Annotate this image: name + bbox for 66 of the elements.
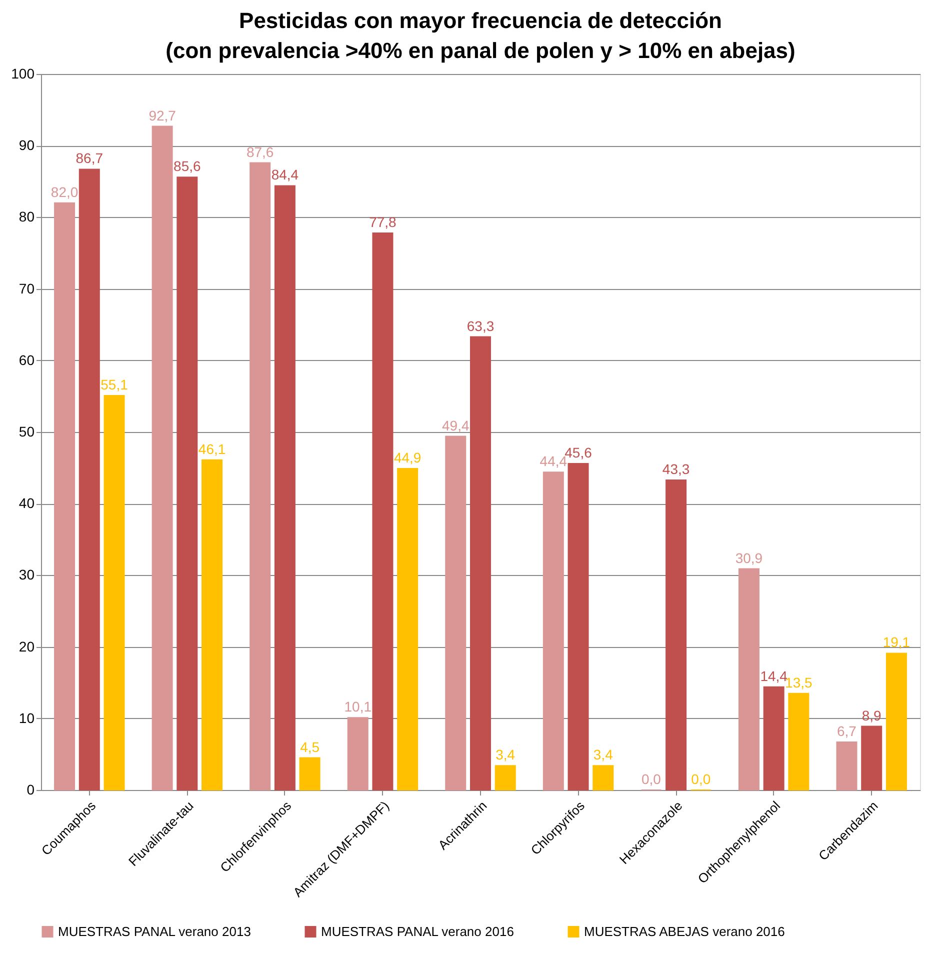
bar bbox=[176, 176, 198, 790]
data-label: 49,4 bbox=[442, 417, 470, 434]
data-label: 45,6 bbox=[564, 444, 592, 461]
bar bbox=[78, 168, 100, 790]
bar bbox=[250, 162, 271, 790]
bar bbox=[666, 479, 687, 790]
data-label: 0,0 bbox=[691, 771, 711, 787]
bar bbox=[347, 717, 368, 790]
bar bbox=[299, 757, 320, 790]
bar bbox=[788, 692, 810, 790]
data-label: 46,1 bbox=[198, 440, 226, 457]
bar bbox=[542, 472, 564, 790]
data-label: 63,3 bbox=[466, 318, 494, 334]
chart-title: Pesticidas con mayor frecuencia de detección bbox=[239, 8, 722, 33]
y-tick-label: 40 bbox=[18, 495, 35, 512]
data-label: 3,4 bbox=[496, 746, 516, 763]
data-label: 19,1 bbox=[882, 634, 910, 650]
bar bbox=[202, 459, 223, 790]
bar bbox=[152, 126, 173, 790]
data-label: 30,9 bbox=[735, 550, 763, 566]
bar bbox=[494, 765, 516, 790]
bar bbox=[738, 568, 760, 790]
data-label: 84,4 bbox=[271, 166, 299, 183]
bar bbox=[763, 686, 784, 790]
data-label: 92,7 bbox=[148, 107, 176, 124]
y-tick-label: 70 bbox=[18, 280, 35, 296]
bar bbox=[54, 202, 76, 790]
legend-label: MUESTRAS PANAL verano 2016 bbox=[321, 924, 514, 939]
y-tick-label: 10 bbox=[18, 710, 35, 726]
data-label: 44,9 bbox=[394, 450, 422, 466]
bar bbox=[470, 336, 491, 790]
y-tick-label: 80 bbox=[18, 208, 35, 225]
bar bbox=[886, 652, 907, 790]
bar bbox=[372, 232, 394, 790]
bar bbox=[836, 742, 858, 790]
data-label: 10,1 bbox=[344, 698, 372, 715]
data-label: 43,3 bbox=[662, 460, 690, 477]
bar bbox=[592, 765, 614, 790]
bar bbox=[861, 726, 882, 790]
bar bbox=[445, 436, 466, 790]
bar bbox=[568, 463, 589, 790]
bar bbox=[397, 468, 418, 790]
data-label: 4,5 bbox=[300, 738, 320, 755]
y-tick-label: 30 bbox=[18, 566, 35, 583]
data-label: 55,1 bbox=[100, 376, 128, 392]
data-label: 86,7 bbox=[76, 150, 104, 166]
y-tick-label: 50 bbox=[18, 424, 35, 440]
data-label: 14,4 bbox=[760, 668, 788, 684]
data-label: 87,6 bbox=[246, 144, 274, 160]
y-tick-label: 20 bbox=[18, 638, 35, 654]
bar bbox=[274, 185, 296, 790]
data-label: 6,7 bbox=[837, 723, 857, 740]
data-label: 3,4 bbox=[593, 746, 614, 763]
bar bbox=[104, 394, 125, 790]
chart-subtitle: (con prevalencia >40% en panal de polen y > 10% en abejas) bbox=[166, 38, 796, 63]
data-label: 77,8 bbox=[369, 214, 397, 230]
data-label: 85,6 bbox=[174, 158, 202, 174]
legend-label: MUESTRAS ABEJAS verano 2016 bbox=[584, 924, 785, 939]
y-tick-label: 90 bbox=[18, 137, 35, 154]
legend-label: MUESTRAS PANAL verano 2013 bbox=[58, 924, 251, 939]
y-tick-label: 100 bbox=[11, 66, 35, 82]
data-label: 0,0 bbox=[641, 771, 662, 787]
y-tick-label: 0 bbox=[26, 782, 35, 798]
y-tick-label: 60 bbox=[18, 352, 35, 368]
data-label: 13,5 bbox=[785, 674, 813, 690]
data-label: 82,0 bbox=[50, 184, 78, 200]
